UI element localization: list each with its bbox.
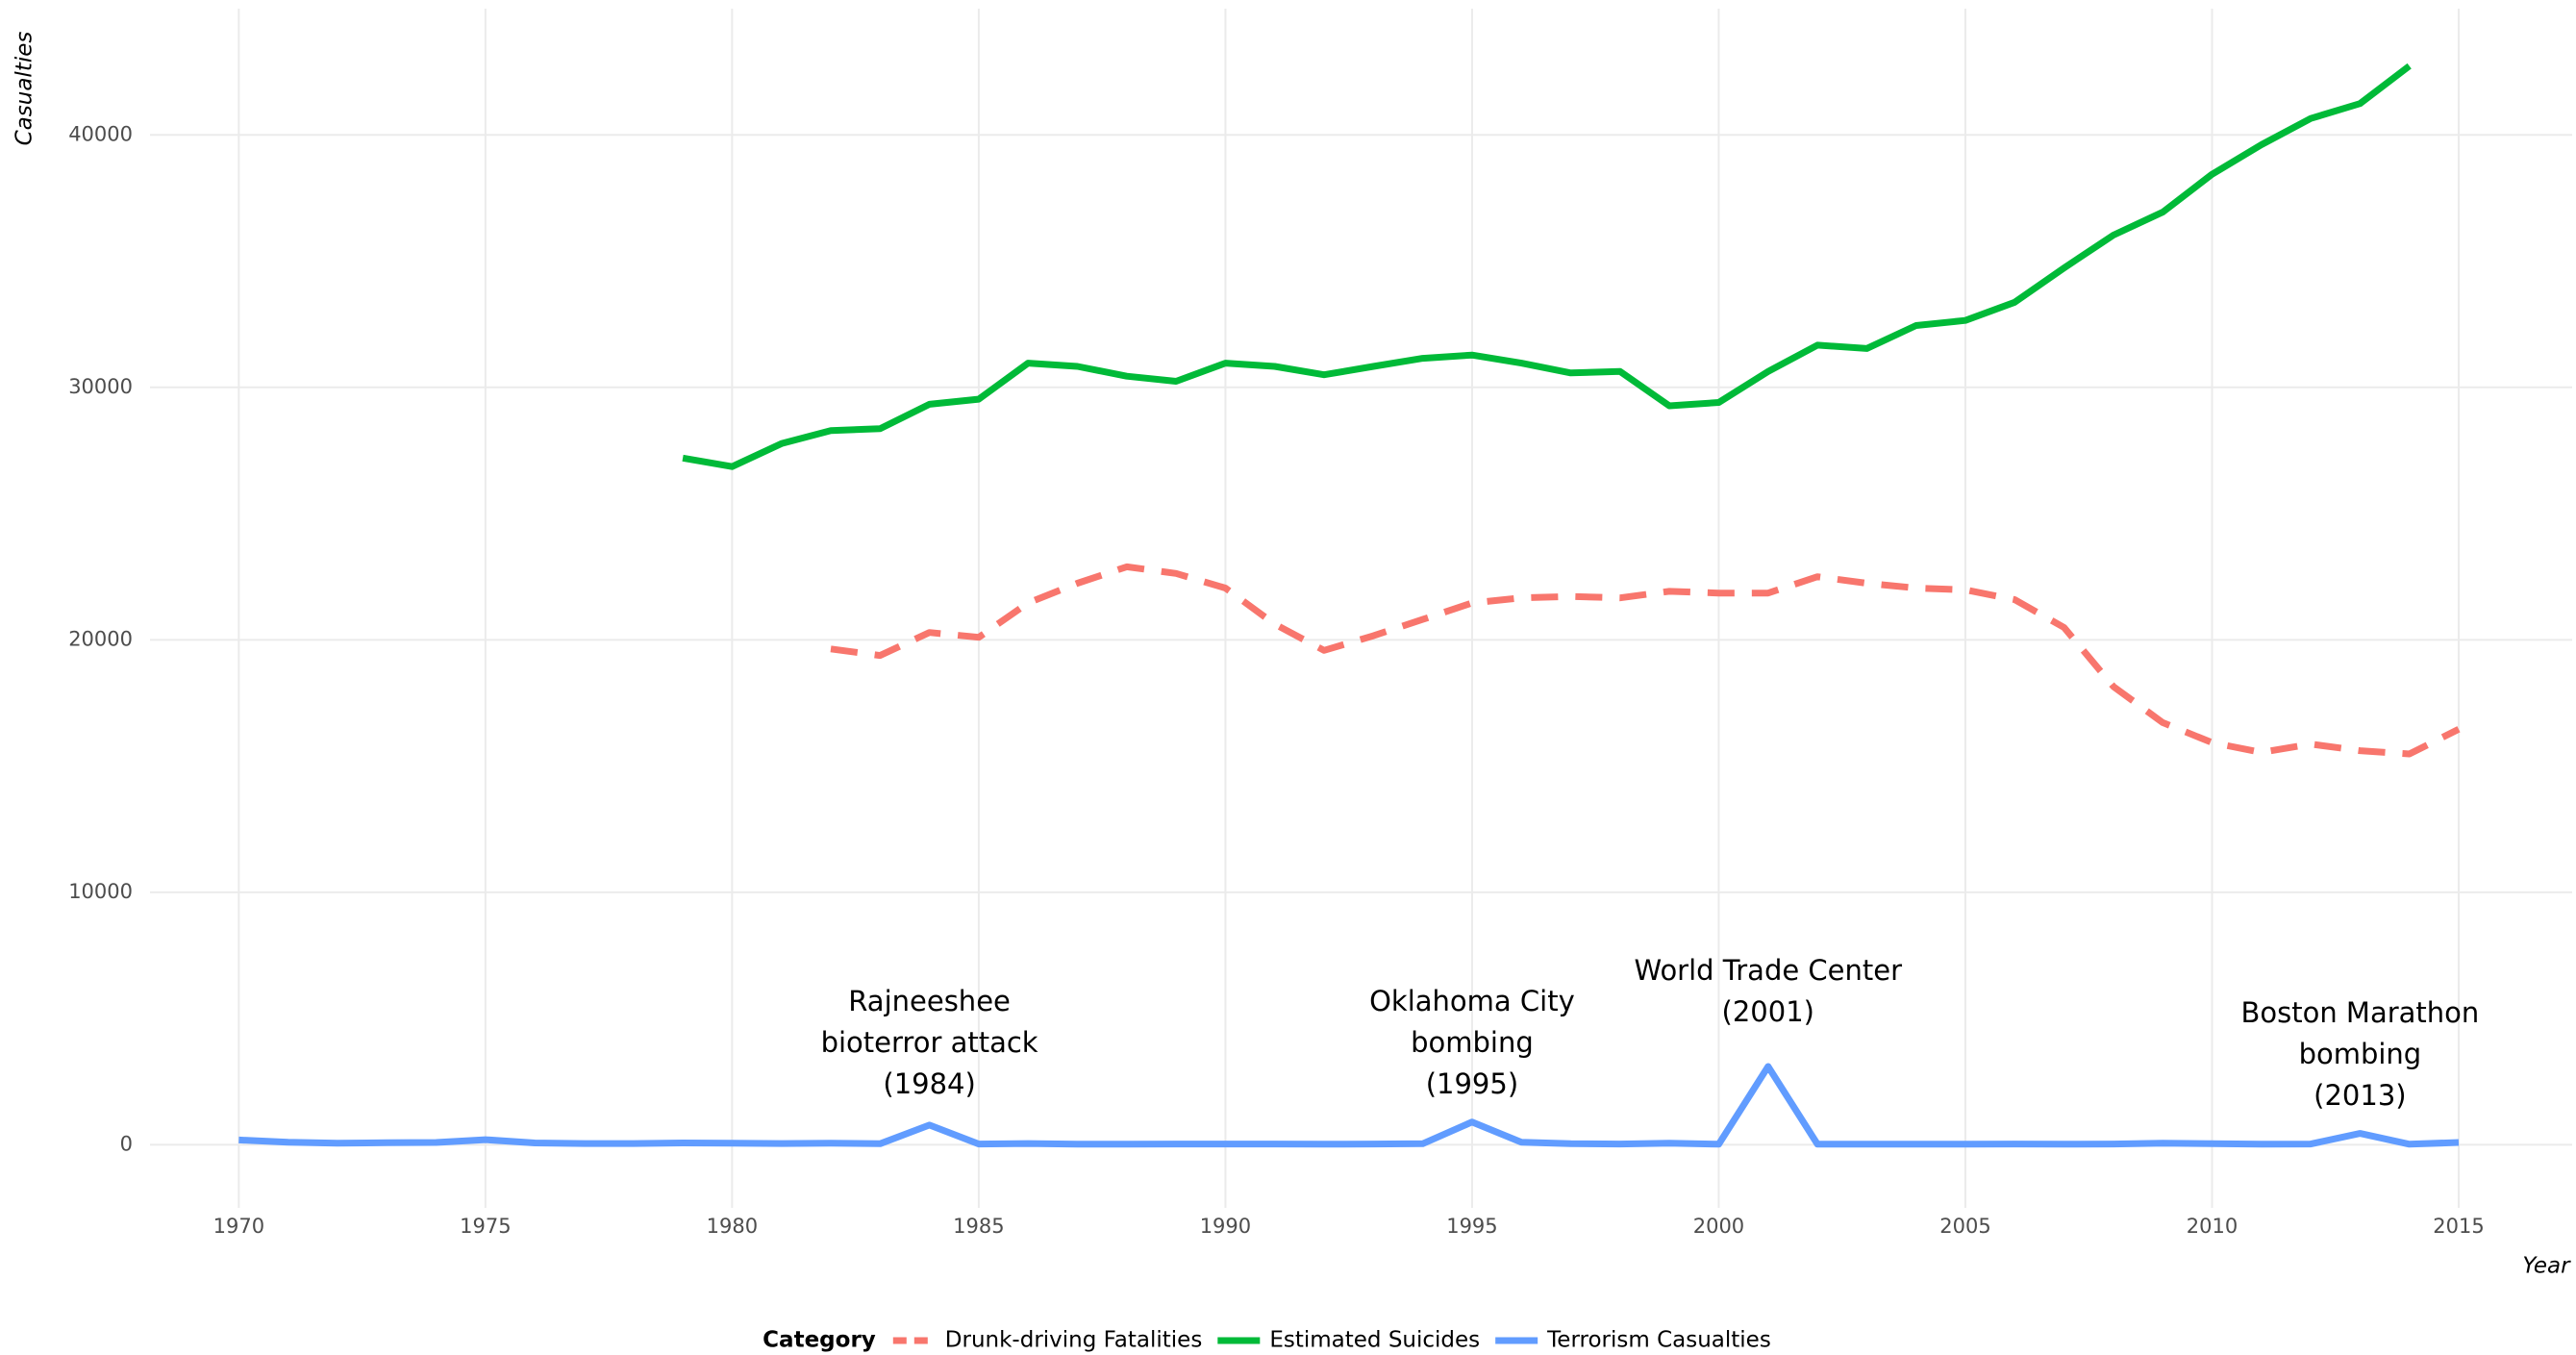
annotation: (2001): [1722, 995, 1814, 1028]
annotation: Boston Marathon: [2240, 996, 2479, 1029]
legend: Category Drunk-driving Fatalities Estimate…: [763, 1328, 1771, 1353]
legend-label: Drunk-driving Fatalities: [945, 1328, 1203, 1353]
annotation: World Trade Center: [1634, 954, 1902, 987]
legend-title: Category: [763, 1328, 876, 1353]
annotation: bombing: [1411, 1026, 1534, 1059]
x-tick-label: 2015: [2433, 1215, 2484, 1238]
annotation: bioterror attack: [821, 1026, 1038, 1059]
x-tick-label: 2005: [1939, 1215, 1990, 1238]
y-tick-label: 10000: [68, 880, 133, 903]
legend-label: Terrorism Casualties: [1546, 1328, 1771, 1353]
series-line: [682, 63, 2412, 470]
x-tick-label: 1980: [707, 1215, 758, 1238]
x-tick-label: 1990: [1200, 1215, 1251, 1238]
y-tick-label: 40000: [68, 122, 133, 145]
legend-label: Estimated Suicides: [1269, 1328, 1480, 1353]
x-tick-label: 1975: [460, 1215, 511, 1238]
annotation: (1984): [883, 1067, 975, 1100]
y-tick-label: 30000: [68, 375, 133, 398]
x-tick-label: 1995: [1446, 1215, 1497, 1238]
grid: [150, 9, 2572, 1208]
annotation: (1995): [1426, 1067, 1518, 1100]
series-line: [830, 563, 2461, 758]
annotation: (2013): [2313, 1079, 2406, 1112]
x-tick-label: 1985: [953, 1215, 1004, 1238]
y-tick-label: 20000: [68, 627, 133, 650]
annotation: Rajneeshee: [848, 985, 1011, 1017]
x-tick-label: 2010: [2187, 1215, 2238, 1238]
annotation: Oklahoma City: [1369, 985, 1575, 1017]
annotation: bombing: [2299, 1038, 2422, 1070]
x-tick-label: 1970: [213, 1215, 264, 1238]
x-tick-label: 2000: [1693, 1215, 1744, 1238]
series-line: [238, 1063, 2460, 1148]
y-tick-label: 0: [120, 1132, 133, 1155]
x-axis-title: Year: [2522, 1254, 2571, 1279]
y-axis-title: Casualties: [13, 32, 38, 146]
